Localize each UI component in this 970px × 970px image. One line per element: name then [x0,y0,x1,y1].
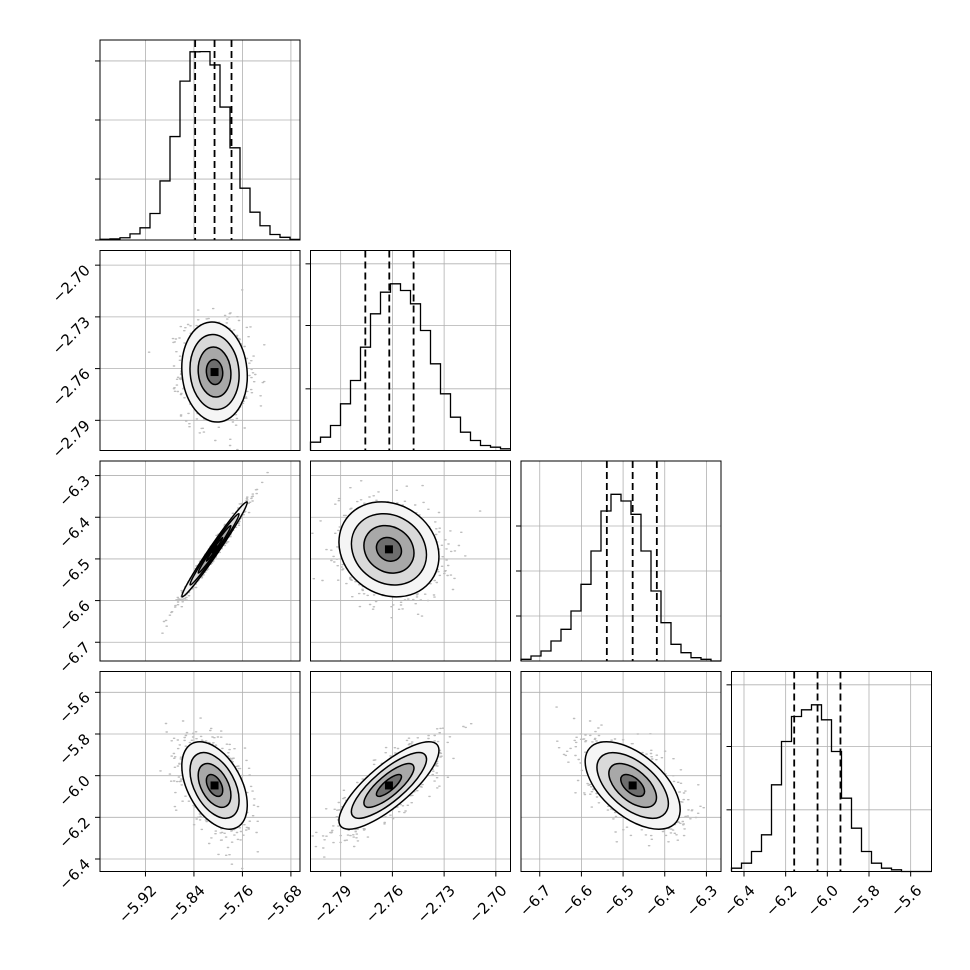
corner-plot-layer: −5.92 −5.84 −5.76 −5.68 −2.79 −2.76 −2.73 −2.70… [49,39,932,927]
y-tick-label: −5.6 [55,688,93,726]
y-tick-label: −2.76 [49,365,94,410]
panel-frame [99,39,301,241]
x-tick-label: −5.76 [212,882,257,927]
scatter-panel-0-2 [99,460,301,662]
histogram-step-line [520,493,721,662]
panel-frame [731,671,932,872]
x-tick-label: −6.5 [599,882,637,920]
x-tick-label: −6.3 [683,882,721,920]
scatter-panel-1-2 [310,460,511,662]
x-tick-label: −6.7 [516,882,554,920]
panel-frame [99,460,301,662]
x-tick-label: −2.76 [362,882,407,927]
panel-content [100,671,300,872]
x-tick-label: −6.4 [720,882,758,920]
y-tick-label: −6.3 [55,472,93,510]
panel-content [521,671,721,872]
histogram-panel-0 [95,39,301,241]
y-tick-label: −2.73 [49,313,94,358]
x-tick-label: −2.79 [310,882,355,927]
scatter-panel-0-3 [99,671,301,872]
x-tick-label: −5.92 [115,882,160,927]
panel-frame [310,460,511,662]
x-tick-label: −2.73 [414,882,459,927]
panel-frame [310,250,511,451]
panel-frame [520,671,722,872]
y-tick-label: −6.7 [55,638,93,676]
x-tick-label: −5.84 [163,882,208,927]
panel-frame [99,671,301,872]
panel-frame [99,250,301,451]
panel-frame [310,671,511,872]
x-tick-label: −2.70 [465,882,510,927]
x-tick-label: −6.2 [762,882,800,920]
x-tick-label: −6.6 [558,882,596,920]
y-tick-label: −6.4 [55,513,93,551]
x-tick-label: −6.0 [804,882,842,920]
panel-content [100,250,300,451]
x-tick-label: −5.68 [260,882,305,927]
y-tick-label: −6.5 [55,555,93,593]
histogram-step-line [309,283,511,451]
y-tick-label: −6.4 [55,855,93,893]
histogram-step-line [99,50,300,241]
y-tick-label: −2.70 [49,261,94,306]
panel-content [100,461,300,661]
histogram-panel-2 [516,460,722,662]
x-tick-label: −5.6 [887,882,925,920]
x-tick-label: −5.8 [845,882,883,920]
panel-content [310,461,511,661]
density-peak [210,545,219,554]
histogram-panel-3 [726,671,932,873]
y-tick-label: −2.79 [49,416,94,461]
scatter-panel-2-3 [520,671,722,872]
density-peak [628,781,637,790]
scatter-panel-1-3 [310,671,511,872]
panel-content [310,671,511,872]
density-peak [210,781,219,790]
y-tick-label: −6.2 [55,813,93,851]
density-peak [384,781,393,790]
y-tick-label: −5.8 [55,730,93,768]
y-tick-label: −6.6 [55,597,93,635]
density-peak [210,368,219,377]
panel-frame [520,460,722,662]
scatter-panel-0-1 [99,250,301,451]
x-tick-label: −6.4 [641,882,679,920]
histogram-panel-1 [305,250,511,451]
density-peak [384,545,393,554]
histogram-step-line [730,704,932,873]
y-tick-label: −6.0 [55,772,93,810]
